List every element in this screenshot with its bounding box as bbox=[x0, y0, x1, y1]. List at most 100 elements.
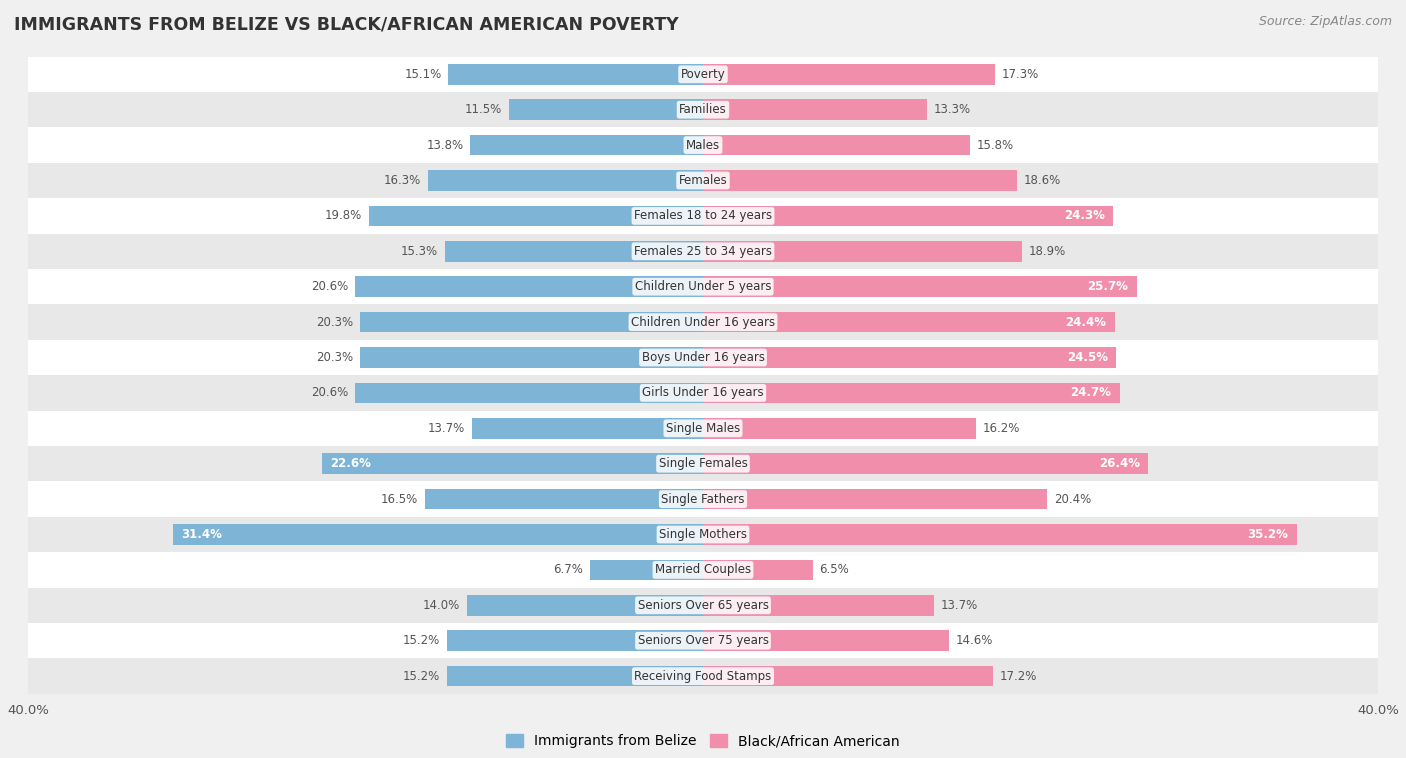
Text: Females: Females bbox=[679, 174, 727, 187]
Text: 18.6%: 18.6% bbox=[1024, 174, 1060, 187]
Bar bbox=[703, 241, 1022, 262]
Text: 19.8%: 19.8% bbox=[325, 209, 363, 222]
Bar bbox=[28, 198, 1378, 233]
Text: 20.3%: 20.3% bbox=[316, 315, 354, 329]
Text: Families: Families bbox=[679, 103, 727, 116]
Bar bbox=[28, 411, 1378, 446]
Text: Boys Under 16 years: Boys Under 16 years bbox=[641, 351, 765, 364]
Text: Females 25 to 34 years: Females 25 to 34 years bbox=[634, 245, 772, 258]
Bar bbox=[360, 347, 703, 368]
Text: Seniors Over 65 years: Seniors Over 65 years bbox=[637, 599, 769, 612]
Text: Children Under 16 years: Children Under 16 years bbox=[631, 315, 775, 329]
Bar bbox=[28, 517, 1378, 553]
Bar bbox=[467, 595, 703, 615]
Text: Poverty: Poverty bbox=[681, 67, 725, 81]
Text: Single Males: Single Males bbox=[666, 421, 740, 435]
Bar bbox=[447, 666, 703, 687]
Text: Single Mothers: Single Mothers bbox=[659, 528, 747, 541]
Text: 18.9%: 18.9% bbox=[1029, 245, 1066, 258]
Bar bbox=[28, 127, 1378, 163]
Bar bbox=[703, 383, 1119, 403]
Text: 20.3%: 20.3% bbox=[316, 351, 354, 364]
Text: 26.4%: 26.4% bbox=[1099, 457, 1140, 470]
Text: Single Fathers: Single Fathers bbox=[661, 493, 745, 506]
Text: 13.8%: 13.8% bbox=[426, 139, 464, 152]
Bar bbox=[703, 559, 813, 580]
Text: 25.7%: 25.7% bbox=[1087, 280, 1128, 293]
Bar bbox=[703, 99, 928, 120]
Bar bbox=[591, 559, 703, 580]
Bar bbox=[28, 269, 1378, 305]
Bar bbox=[356, 277, 703, 297]
Text: 35.2%: 35.2% bbox=[1247, 528, 1288, 541]
Bar bbox=[28, 553, 1378, 587]
Text: IMMIGRANTS FROM BELIZE VS BLACK/AFRICAN AMERICAN POVERTY: IMMIGRANTS FROM BELIZE VS BLACK/AFRICAN … bbox=[14, 15, 679, 33]
Bar bbox=[28, 340, 1378, 375]
Text: Single Females: Single Females bbox=[658, 457, 748, 470]
Text: Source: ZipAtlas.com: Source: ZipAtlas.com bbox=[1258, 15, 1392, 28]
Bar bbox=[703, 489, 1047, 509]
Text: 13.3%: 13.3% bbox=[934, 103, 972, 116]
Text: 14.0%: 14.0% bbox=[423, 599, 460, 612]
Bar bbox=[509, 99, 703, 120]
Text: 16.2%: 16.2% bbox=[983, 421, 1021, 435]
Bar bbox=[28, 446, 1378, 481]
Bar bbox=[444, 241, 703, 262]
Bar bbox=[427, 171, 703, 191]
Text: Children Under 5 years: Children Under 5 years bbox=[634, 280, 772, 293]
Text: 31.4%: 31.4% bbox=[181, 528, 222, 541]
Bar bbox=[447, 631, 703, 651]
Text: 24.5%: 24.5% bbox=[1067, 351, 1108, 364]
Text: Married Couples: Married Couples bbox=[655, 563, 751, 576]
Bar bbox=[28, 659, 1378, 694]
Text: Receiving Food Stamps: Receiving Food Stamps bbox=[634, 669, 772, 683]
Bar bbox=[360, 312, 703, 332]
Text: Girls Under 16 years: Girls Under 16 years bbox=[643, 387, 763, 399]
Bar bbox=[28, 92, 1378, 127]
Text: 15.8%: 15.8% bbox=[976, 139, 1014, 152]
Bar bbox=[703, 453, 1149, 474]
Bar bbox=[703, 171, 1017, 191]
Text: 15.2%: 15.2% bbox=[402, 669, 440, 683]
Text: Seniors Over 75 years: Seniors Over 75 years bbox=[637, 634, 769, 647]
Bar bbox=[28, 587, 1378, 623]
Text: 24.4%: 24.4% bbox=[1066, 315, 1107, 329]
Text: 24.3%: 24.3% bbox=[1064, 209, 1105, 222]
Text: 20.6%: 20.6% bbox=[312, 387, 349, 399]
Text: 6.5%: 6.5% bbox=[820, 563, 849, 576]
Text: 20.6%: 20.6% bbox=[312, 280, 349, 293]
Bar bbox=[703, 631, 949, 651]
Bar bbox=[28, 233, 1378, 269]
Bar bbox=[703, 525, 1296, 545]
Bar bbox=[356, 383, 703, 403]
Bar bbox=[703, 277, 1136, 297]
Bar bbox=[322, 453, 703, 474]
Text: 15.3%: 15.3% bbox=[401, 245, 439, 258]
Bar bbox=[449, 64, 703, 85]
Bar bbox=[703, 418, 976, 439]
Bar bbox=[28, 163, 1378, 198]
Bar bbox=[28, 375, 1378, 411]
Text: Males: Males bbox=[686, 139, 720, 152]
Bar bbox=[28, 305, 1378, 340]
Text: 15.1%: 15.1% bbox=[405, 67, 441, 81]
Text: 16.3%: 16.3% bbox=[384, 174, 422, 187]
Legend: Immigrants from Belize, Black/African American: Immigrants from Belize, Black/African Am… bbox=[506, 735, 900, 748]
Bar bbox=[368, 205, 703, 226]
Text: 16.5%: 16.5% bbox=[381, 493, 418, 506]
Text: 22.6%: 22.6% bbox=[330, 457, 371, 470]
Bar bbox=[703, 205, 1114, 226]
Bar bbox=[425, 489, 703, 509]
Bar bbox=[472, 418, 703, 439]
Bar bbox=[703, 135, 970, 155]
Text: 20.4%: 20.4% bbox=[1054, 493, 1091, 506]
Text: 17.3%: 17.3% bbox=[1001, 67, 1039, 81]
Bar bbox=[28, 481, 1378, 517]
Bar bbox=[703, 666, 993, 687]
Text: 6.7%: 6.7% bbox=[554, 563, 583, 576]
Text: Females 18 to 24 years: Females 18 to 24 years bbox=[634, 209, 772, 222]
Text: 13.7%: 13.7% bbox=[941, 599, 979, 612]
Text: 11.5%: 11.5% bbox=[465, 103, 502, 116]
Bar bbox=[703, 347, 1116, 368]
Text: 13.7%: 13.7% bbox=[427, 421, 465, 435]
